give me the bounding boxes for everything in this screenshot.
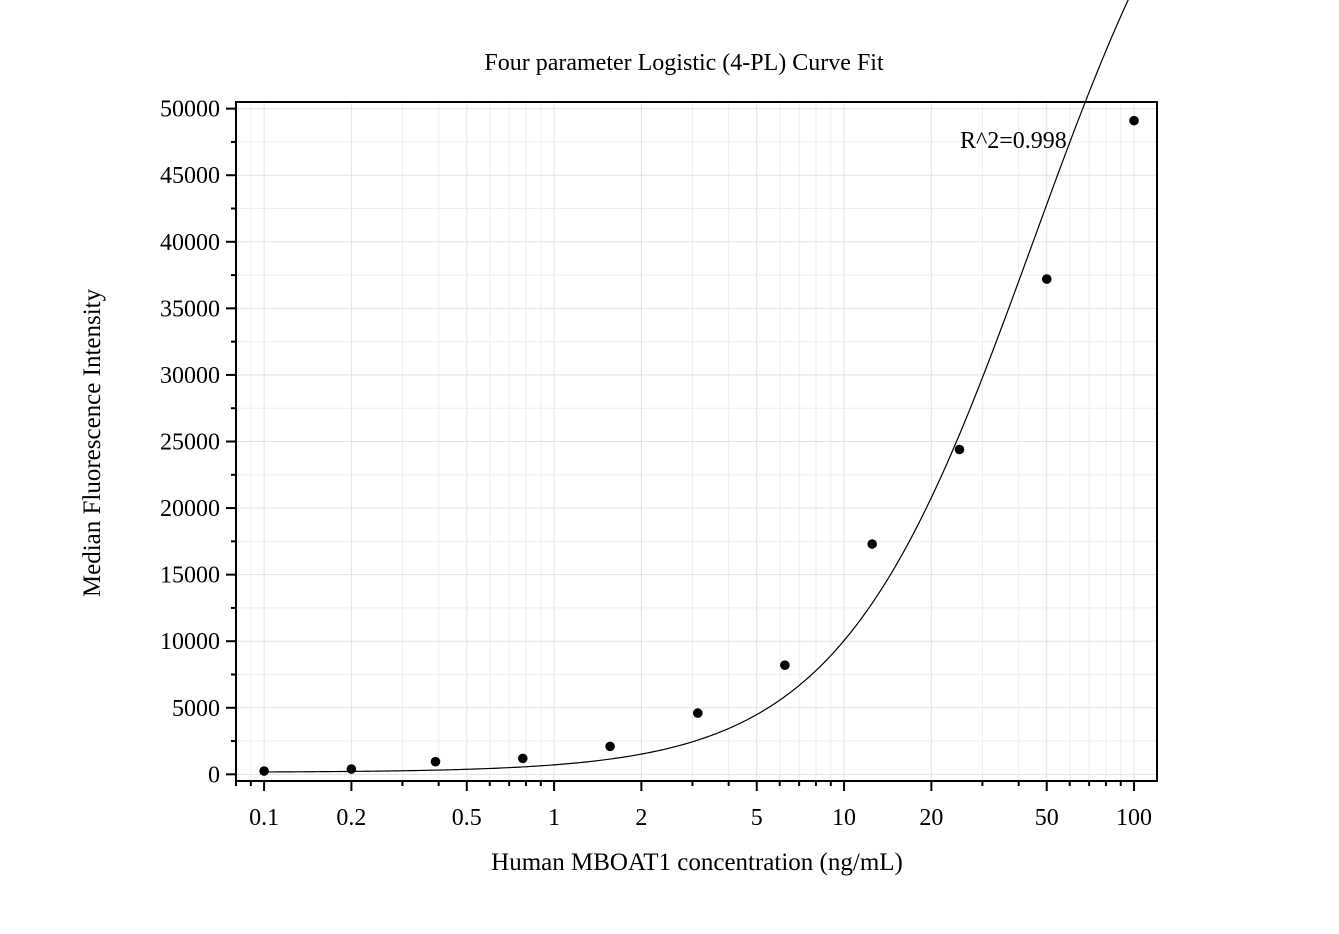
y-tick-label: 0 xyxy=(208,762,220,788)
data-point xyxy=(517,753,528,764)
x-tick-label: 0.5 xyxy=(452,805,482,831)
r-squared-annotation: R^2=0.998 xyxy=(960,128,1067,154)
x-tick-label: 5 xyxy=(751,805,763,831)
x-tick-label: 50 xyxy=(1035,805,1059,831)
axis-ticks xyxy=(226,107,1136,791)
tick-labels: 0.1 0.2 0.5 1 2 5 10 20 50 100 0 5000 10000 15000 2000… xyxy=(160,97,1152,831)
data-point xyxy=(259,766,269,776)
y-tick-label: 45000 xyxy=(160,163,220,189)
data-point xyxy=(954,444,965,455)
y-tick-label: 50000 xyxy=(160,97,220,123)
data-point xyxy=(430,756,441,767)
y-tick-label: 30000 xyxy=(160,363,220,389)
y-tick-label: 5000 xyxy=(172,696,220,722)
y-tick-label: 20000 xyxy=(160,496,220,522)
x-axis-label: Human MBOAT1 concentration (ng/mL) xyxy=(491,849,903,876)
x-tick-label: 100 xyxy=(1116,805,1152,831)
x-tick-label: 0.1 xyxy=(249,805,279,831)
y-tick-label: 10000 xyxy=(160,629,220,655)
x-tick-label: 1 xyxy=(548,805,560,831)
data-point xyxy=(692,708,703,718)
y-tick-label: 25000 xyxy=(160,430,220,456)
x-tick-label: 20 xyxy=(919,805,943,831)
y-tick-label: 40000 xyxy=(160,230,220,256)
data-point xyxy=(780,660,790,670)
y-axis-label: Median Fluorescence Intensity xyxy=(79,288,106,597)
y-tick-label: 15000 xyxy=(160,563,220,589)
data-point xyxy=(346,764,357,774)
x-tick-label: 2 xyxy=(635,805,647,831)
chart-title: Four parameter Logistic (4-PL) Curve Fit xyxy=(484,50,884,76)
y-tick-label: 35000 xyxy=(160,296,220,322)
data-points xyxy=(259,115,1139,776)
fit-curve xyxy=(264,0,1129,773)
data-point xyxy=(1041,274,1052,284)
data-point xyxy=(867,539,877,549)
x-tick-label: 0.2 xyxy=(336,805,366,831)
data-point xyxy=(1129,115,1139,126)
x-tick-label: 10 xyxy=(832,805,856,831)
data-point xyxy=(605,741,615,752)
grid xyxy=(235,102,1157,781)
